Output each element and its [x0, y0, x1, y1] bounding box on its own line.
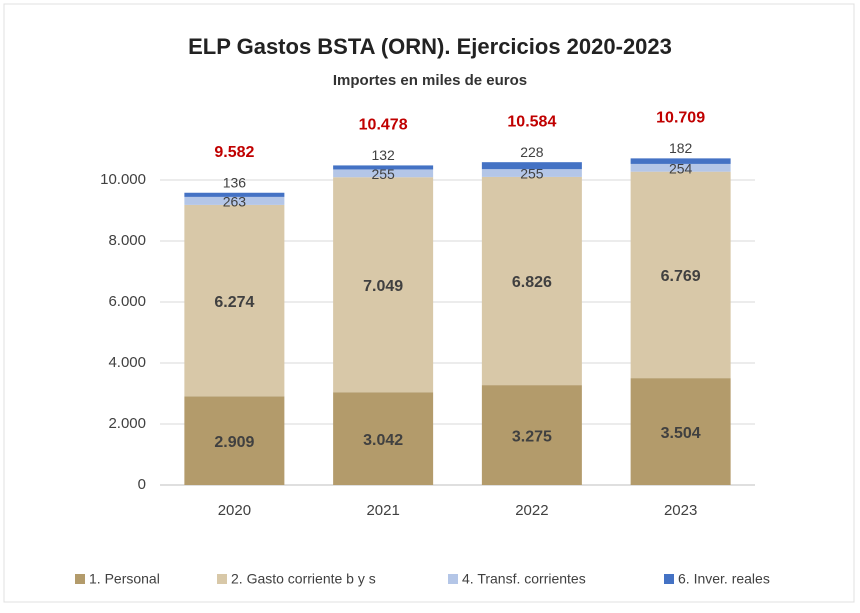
- bar-segment: [481, 169, 582, 177]
- legend-label: 6. Inver. reales: [678, 571, 770, 587]
- bar-segment: [481, 385, 582, 485]
- bar-segment: [333, 177, 434, 393]
- value-label: 3.042: [363, 432, 403, 449]
- value-label: 254: [669, 161, 693, 177]
- value-label: 136: [223, 174, 247, 190]
- chart-title: ELP Gastos BSTA (ORN). Ejercicios 2020-2…: [188, 34, 672, 59]
- chart-subtitle: Importes en miles de euros: [333, 72, 527, 89]
- y-tick-label: 10.000: [100, 171, 146, 188]
- legend-swatch: [664, 574, 674, 584]
- value-label: 255: [371, 166, 395, 182]
- bar-segment: [481, 176, 582, 386]
- bar-segment: [630, 378, 731, 485]
- total-label: 9.582: [214, 144, 254, 161]
- total-label: 10.478: [359, 117, 408, 134]
- value-label: 182: [669, 140, 693, 156]
- bar-segment: [333, 165, 434, 170]
- value-label: 7.049: [363, 278, 403, 295]
- bar-segment: [630, 163, 731, 172]
- total-label: 10.584: [507, 113, 556, 130]
- value-label: 132: [371, 147, 395, 163]
- value-label: 6.769: [661, 268, 701, 285]
- legend-label: 4. Transf. corrientes: [462, 571, 586, 587]
- y-tick-label: 6.000: [108, 293, 146, 310]
- bar-segment: [333, 392, 434, 485]
- bar-segment: [184, 192, 285, 197]
- x-tick-label: 2023: [664, 502, 697, 519]
- value-label: 2.909: [214, 434, 254, 451]
- value-label: 6.826: [512, 274, 552, 291]
- value-label: 228: [520, 144, 544, 160]
- bar-segment: [630, 171, 731, 379]
- legend-swatch: [75, 574, 85, 584]
- x-tick-label: 2021: [366, 502, 399, 519]
- total-label: 10.709: [656, 110, 705, 127]
- value-label: 263: [223, 194, 247, 210]
- legend-label: 1. Personal: [89, 571, 160, 587]
- bar-segment: [184, 196, 285, 205]
- bar-segment: [184, 396, 285, 485]
- value-label: 3.275: [512, 428, 552, 445]
- bar-segment: [333, 169, 434, 178]
- bar-segment: [184, 204, 285, 397]
- legend-label: 2. Gasto corriente b y s: [231, 571, 376, 587]
- y-tick-label: 8.000: [108, 232, 146, 249]
- bar-segment: [481, 162, 582, 170]
- legend-swatch: [217, 574, 227, 584]
- value-label: 6.274: [214, 294, 254, 311]
- bar-segment: [630, 158, 731, 164]
- value-label: 255: [520, 166, 544, 182]
- y-tick-label: 4.000: [108, 354, 146, 371]
- y-tick-label: 2.000: [108, 415, 146, 432]
- legend-swatch: [448, 574, 458, 584]
- value-label: 3.504: [661, 425, 701, 442]
- y-tick-label: 0: [138, 476, 146, 493]
- x-tick-label: 2020: [218, 502, 251, 519]
- x-tick-label: 2022: [515, 502, 548, 519]
